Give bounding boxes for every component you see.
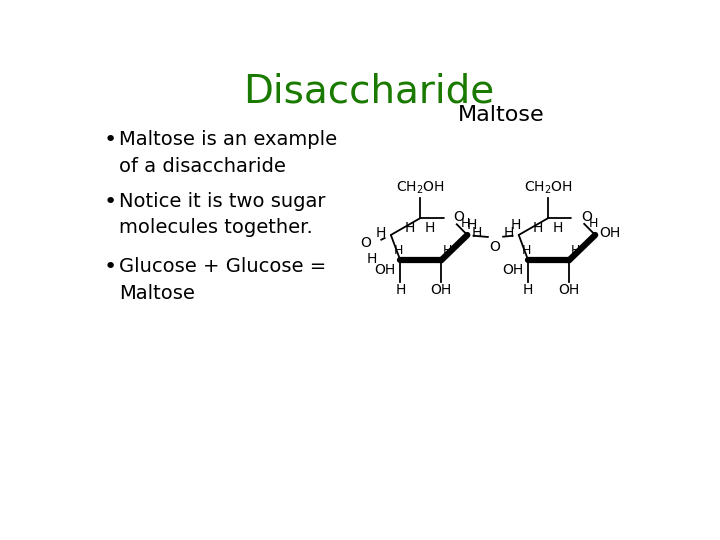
Text: OH: OH	[599, 226, 621, 240]
Text: H: H	[471, 226, 482, 240]
Text: H: H	[523, 284, 534, 298]
Text: H: H	[533, 221, 543, 235]
Text: H: H	[394, 244, 403, 257]
Text: •: •	[104, 257, 117, 278]
Text: O: O	[489, 240, 500, 254]
Text: H: H	[376, 226, 386, 240]
Text: CH$_2$OH: CH$_2$OH	[524, 179, 572, 195]
Text: H: H	[366, 252, 377, 266]
Text: H: H	[395, 284, 405, 298]
Text: H: H	[443, 244, 452, 256]
Text: H: H	[405, 221, 415, 235]
Text: •: •	[104, 192, 117, 212]
Text: H: H	[589, 217, 598, 231]
Text: H: H	[510, 218, 521, 232]
Text: OH: OH	[503, 264, 523, 278]
Text: H: H	[461, 217, 470, 231]
Text: H: H	[570, 244, 580, 256]
Text: OH: OH	[431, 284, 451, 298]
Text: Maltose is an example
of a disaccharide: Maltose is an example of a disaccharide	[120, 130, 338, 176]
Text: Notice it is two sugar
molecules together.: Notice it is two sugar molecules togethe…	[120, 192, 326, 238]
Text: H: H	[467, 218, 477, 232]
Text: OH: OH	[374, 264, 396, 278]
Text: •: •	[104, 130, 117, 150]
Text: OH: OH	[558, 284, 580, 298]
Text: Disaccharide: Disaccharide	[243, 72, 495, 111]
Text: O: O	[361, 235, 372, 249]
Text: H: H	[552, 221, 562, 235]
Text: Glucose + Glucose =
Maltose: Glucose + Glucose = Maltose	[120, 257, 327, 303]
Text: Maltose: Maltose	[457, 105, 544, 125]
Text: H: H	[424, 221, 435, 235]
Text: H: H	[522, 244, 531, 257]
Text: O: O	[454, 210, 464, 224]
Text: CH$_2$OH: CH$_2$OH	[396, 179, 445, 195]
Text: O: O	[582, 210, 593, 224]
Text: H: H	[504, 226, 514, 240]
